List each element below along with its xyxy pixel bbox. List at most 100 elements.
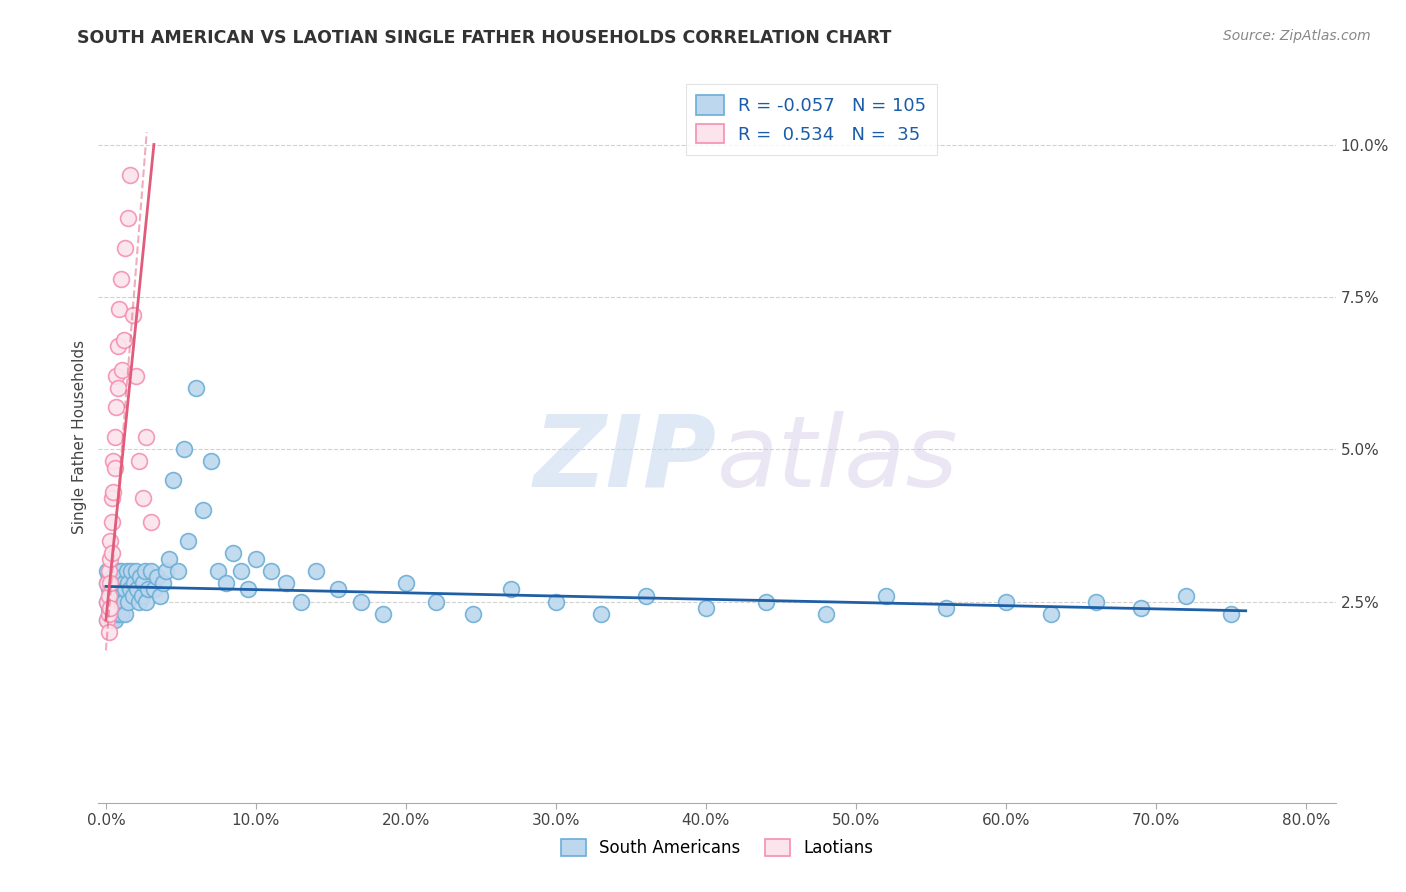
Point xyxy=(107,589,129,603)
Point xyxy=(260,564,283,578)
Point xyxy=(463,607,485,621)
Point xyxy=(129,570,152,584)
Point xyxy=(184,381,207,395)
Point xyxy=(97,625,120,640)
Point xyxy=(107,607,129,621)
Point xyxy=(136,582,159,597)
Point xyxy=(114,241,136,255)
Point xyxy=(167,564,190,578)
Point xyxy=(117,594,139,608)
Point xyxy=(100,594,122,608)
Point xyxy=(118,168,141,182)
Point xyxy=(97,600,120,615)
Point xyxy=(131,589,153,603)
Point xyxy=(155,564,177,578)
Point xyxy=(207,564,229,578)
Point xyxy=(215,576,238,591)
Point xyxy=(115,564,138,578)
Point xyxy=(1129,600,1152,615)
Point xyxy=(96,576,118,591)
Point xyxy=(100,600,122,615)
Point xyxy=(96,613,118,627)
Point xyxy=(100,600,122,615)
Point xyxy=(103,454,125,468)
Point xyxy=(1219,607,1241,621)
Point xyxy=(100,576,122,591)
Point xyxy=(103,582,125,597)
Point xyxy=(1039,607,1062,621)
Point xyxy=(229,564,252,578)
Point xyxy=(101,589,124,603)
Point xyxy=(101,594,124,608)
Point xyxy=(117,576,139,591)
Point xyxy=(425,594,447,608)
Point xyxy=(135,430,157,444)
Text: SOUTH AMERICAN VS LAOTIAN SINGLE FATHER HOUSEHOLDS CORRELATION CHART: SOUTH AMERICAN VS LAOTIAN SINGLE FATHER … xyxy=(77,29,891,46)
Point xyxy=(97,607,120,621)
Point xyxy=(373,607,395,621)
Point xyxy=(101,570,124,584)
Point xyxy=(238,582,260,597)
Point xyxy=(589,607,612,621)
Point xyxy=(105,582,128,597)
Point xyxy=(162,473,184,487)
Point xyxy=(110,589,132,603)
Point xyxy=(97,564,120,578)
Point xyxy=(118,582,141,597)
Point xyxy=(122,589,145,603)
Point xyxy=(125,369,148,384)
Point xyxy=(101,516,124,530)
Point xyxy=(125,564,148,578)
Point xyxy=(117,211,139,225)
Point xyxy=(97,582,120,597)
Point xyxy=(96,576,118,591)
Point xyxy=(994,594,1017,608)
Point xyxy=(395,576,418,591)
Point xyxy=(139,564,162,578)
Point xyxy=(105,369,128,384)
Point xyxy=(108,301,131,317)
Point xyxy=(101,613,124,627)
Y-axis label: Single Father Households: Single Father Households xyxy=(72,340,87,534)
Point xyxy=(128,594,150,608)
Point xyxy=(128,454,150,468)
Point xyxy=(105,564,128,578)
Point xyxy=(104,613,127,627)
Point xyxy=(245,552,267,566)
Point xyxy=(114,582,136,597)
Point xyxy=(107,381,129,395)
Point xyxy=(111,570,134,584)
Point xyxy=(200,454,222,468)
Point xyxy=(105,400,128,414)
Point xyxy=(100,613,122,627)
Point xyxy=(177,533,200,548)
Point xyxy=(111,594,134,608)
Point xyxy=(193,503,215,517)
Point xyxy=(112,576,135,591)
Point xyxy=(110,564,132,578)
Point xyxy=(97,589,120,603)
Point xyxy=(105,594,128,608)
Point xyxy=(96,594,118,608)
Point xyxy=(135,594,157,608)
Point xyxy=(134,564,156,578)
Point xyxy=(328,582,350,597)
Point xyxy=(935,600,957,615)
Point xyxy=(120,564,142,578)
Point xyxy=(152,576,174,591)
Point xyxy=(104,589,127,603)
Point xyxy=(142,582,165,597)
Point xyxy=(97,570,120,584)
Point xyxy=(305,564,328,578)
Text: ZIP: ZIP xyxy=(534,410,717,508)
Point xyxy=(100,564,122,578)
Point xyxy=(97,607,120,621)
Point xyxy=(814,607,837,621)
Point xyxy=(755,594,778,608)
Point xyxy=(108,576,131,591)
Point xyxy=(103,570,125,584)
Point xyxy=(544,594,567,608)
Point xyxy=(97,589,120,603)
Point xyxy=(100,576,122,591)
Point xyxy=(139,516,162,530)
